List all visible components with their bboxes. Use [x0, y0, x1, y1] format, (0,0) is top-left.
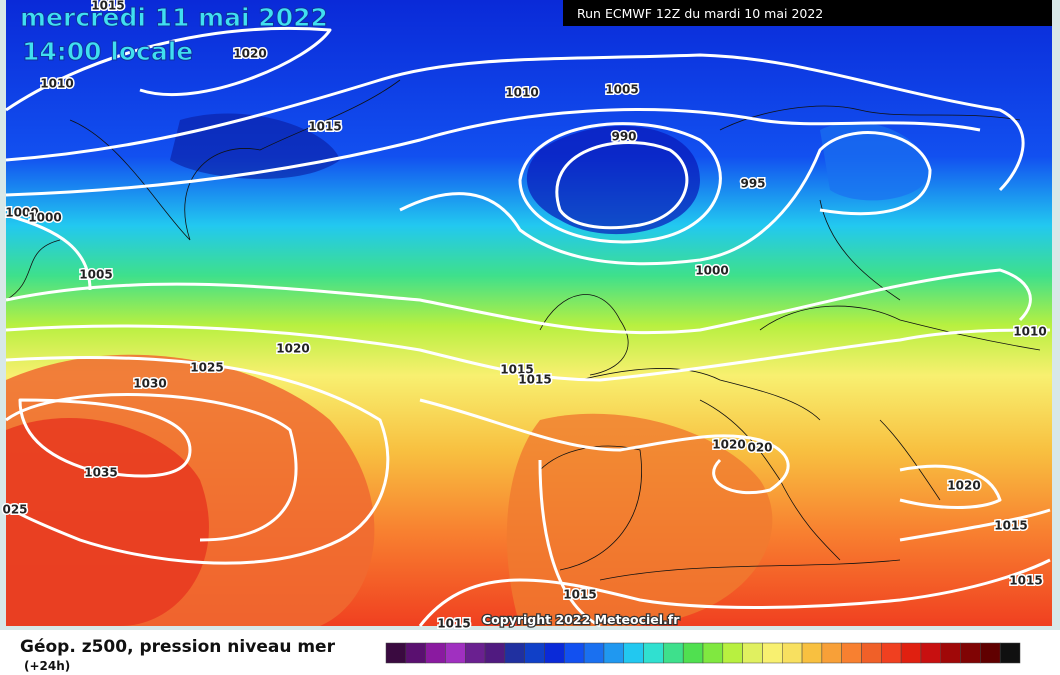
- color-swatch: [623, 642, 644, 664]
- isobar-label: 1020: [276, 342, 309, 356]
- greenland-low: [170, 113, 340, 179]
- color-swatch: [940, 642, 961, 664]
- coastlines: [5, 79, 1041, 581]
- isobar-label: 1000: [5, 206, 38, 220]
- color-swatch: [425, 642, 446, 664]
- isobar-label: 1015: [1009, 574, 1042, 588]
- footer-title: Géop. z500, pression niveau mer: [20, 637, 335, 657]
- color-scale: [385, 642, 1021, 664]
- color-swatch: [524, 642, 545, 664]
- isobar-label: 1010: [1013, 325, 1046, 339]
- isobar-label: 1020: [233, 47, 266, 61]
- isobar-label: 1005: [79, 268, 112, 282]
- isobar-label: 1020: [947, 479, 980, 493]
- isobar-label: 990: [611, 130, 636, 144]
- date-title: mercredi 11 mai 2022: [20, 3, 328, 32]
- color-swatch: [841, 642, 862, 664]
- isobar-label: 1020: [712, 438, 745, 452]
- isobar-label: 1000: [28, 211, 61, 225]
- isobar-label: 1015: [994, 519, 1027, 533]
- color-swatch: [682, 642, 704, 664]
- isobar-label: 1035: [84, 466, 117, 480]
- color-swatch: [999, 642, 1021, 664]
- color-swatch: [742, 642, 763, 664]
- color-swatch: [801, 642, 823, 664]
- scandinavia-low: [820, 122, 930, 201]
- copyright: Copyright 2022 Meteociel.fr: [482, 612, 680, 627]
- color-swatch: [564, 642, 585, 664]
- color-swatch: [504, 642, 525, 664]
- isobar-label: 1005: [605, 83, 638, 97]
- time-title: 14:00 locale: [22, 37, 193, 66]
- isobar-label: 020: [747, 441, 772, 455]
- color-swatch: [960, 642, 981, 664]
- color-swatch: [702, 642, 724, 664]
- color-swatch: [405, 642, 426, 664]
- warm-area-iberia: [506, 413, 773, 626]
- isobar-label: 1030: [133, 377, 166, 391]
- isobar-label: 1010: [40, 77, 73, 91]
- warm-core: [6, 418, 209, 626]
- isobar-label: 025: [2, 503, 27, 517]
- color-swatch: [583, 642, 605, 664]
- color-swatch: [484, 642, 506, 664]
- color-swatch: [881, 642, 902, 664]
- isobar-label: 1015: [563, 588, 596, 602]
- color-swatch: [544, 642, 565, 664]
- color-swatch: [920, 642, 941, 664]
- color-swatch: [821, 642, 842, 664]
- color-swatch: [980, 642, 1001, 664]
- isobar-label: 1025: [190, 361, 223, 375]
- color-swatch: [643, 642, 664, 664]
- isobar-label: 1015: [308, 120, 341, 134]
- color-swatch: [603, 642, 624, 664]
- isobars: [4, 26, 1051, 628]
- color-swatch: [900, 642, 922, 664]
- isobar-label: 1000: [695, 264, 728, 278]
- low-core: [526, 126, 700, 235]
- footer-subtitle: (+24h): [24, 659, 71, 673]
- isobar-label: 1015: [518, 373, 551, 387]
- color-swatch: [762, 642, 783, 664]
- isobar-label: 995: [740, 177, 765, 191]
- color-swatch: [722, 642, 743, 664]
- isobar-label: 1015: [500, 363, 533, 377]
- isobar-label: 1010: [505, 86, 538, 100]
- color-swatch: [445, 642, 466, 664]
- run-label: Run ECMWF 12Z du mardi 10 mai 2022: [577, 6, 823, 21]
- color-swatch: [465, 642, 486, 664]
- color-swatch: [861, 642, 882, 664]
- isobar-label: 1015: [437, 617, 470, 631]
- color-swatch: [385, 642, 407, 664]
- color-swatch: [782, 642, 803, 664]
- color-swatch: [663, 642, 684, 664]
- run-box: [563, 0, 1052, 26]
- isobar-label: 1015: [91, 0, 124, 13]
